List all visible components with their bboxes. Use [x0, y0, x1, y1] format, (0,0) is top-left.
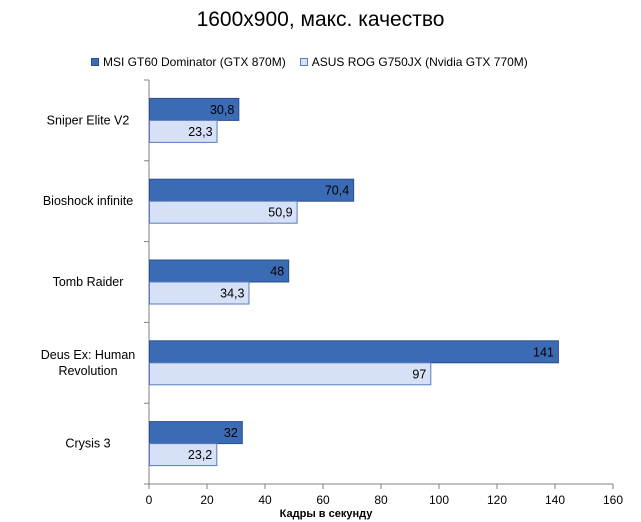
legend-item-series-2: ASUS ROG G750JX (Nvidia GTX 770M)	[299, 55, 528, 69]
legend-item-series-1: MSI GT60 Dominator (GTX 870M)	[91, 55, 286, 69]
x-tick-label: 160	[603, 493, 623, 507]
bar-series-2	[149, 443, 218, 467]
legend: MSI GT60 Dominator (GTX 870M) ASUS ROG G…	[91, 55, 528, 69]
data-label-series-2: 23,2	[188, 448, 212, 462]
data-label-series-2: 34,3	[220, 287, 244, 301]
bar-series-2	[149, 200, 298, 224]
data-label-series-1: 70,4	[325, 184, 349, 198]
x-tick-label: 80	[374, 493, 388, 507]
data-label-series-2: 23,3	[188, 125, 212, 139]
x-tick-label: 0	[146, 493, 153, 507]
data-label-series-2: 97	[412, 367, 426, 381]
legend-label-series-2: ASUS ROG G750JX (Nvidia GTX 770M)	[311, 55, 528, 69]
bar-series-2	[149, 281, 250, 305]
legend-label-series-1: MSI GT60 Dominator (GTX 870M)	[103, 55, 286, 69]
bar-series-1	[149, 259, 290, 283]
bar-series-1	[149, 340, 559, 364]
x-tick-label: 20	[200, 493, 214, 507]
x-tick-label: 60	[316, 493, 330, 507]
data-label-series-1: 32	[224, 426, 238, 440]
data-label-series-1: 48	[270, 265, 284, 279]
x-tick-label: 100	[429, 493, 449, 507]
x-tick-label: 120	[487, 493, 507, 507]
bar-series-2	[149, 362, 432, 386]
legend-swatch-series-1	[91, 58, 99, 66]
category-label: Bioshock infinite	[43, 194, 133, 208]
chart-title: 1600x900, макс. качество	[196, 8, 445, 31]
x-axis-title: Кадры в секунду	[280, 508, 374, 520]
data-label-series-1: 141	[533, 345, 554, 359]
category-label: Crysis 3	[65, 437, 110, 451]
bar-series-1	[149, 178, 355, 202]
category-label: Deus Ex: Human Revolution	[41, 348, 136, 378]
legend-swatch-series-2	[299, 58, 308, 66]
data-label-series-1: 30,8	[210, 103, 234, 117]
category-label: Sniper Elite V2	[47, 113, 130, 127]
bar-series-2	[149, 119, 218, 143]
x-tick-label: 40	[258, 493, 272, 507]
category-label: Tomb Raider	[53, 275, 124, 289]
data-label-series-2: 50,9	[268, 206, 292, 220]
x-tick-label: 140	[545, 493, 565, 507]
